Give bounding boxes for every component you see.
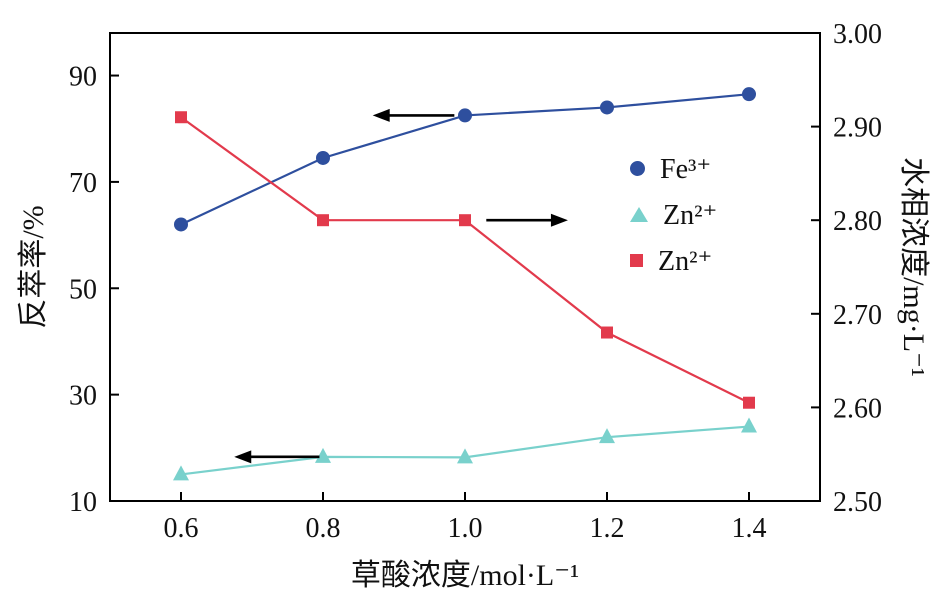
x-axis-title: 草酸浓度/mol·L⁻¹ (350, 559, 580, 592)
x-tick-label: 1.4 (732, 513, 767, 544)
data-point-triangle (599, 428, 615, 444)
left-y-axis-title: 反萃率/% (17, 205, 50, 329)
data-point-triangle (741, 417, 757, 433)
legend-item-zn2-right-axis: Zn²⁺ (630, 244, 717, 277)
y-left-tick-label: 90 (69, 62, 97, 93)
data-point-square (601, 326, 613, 339)
legend-item-fe3: Fe³⁺ (630, 152, 717, 185)
legend-label-fe3: Fe³⁺ (660, 153, 712, 185)
y-right-tick-label: 3.00 (833, 19, 882, 50)
right-y-axis-title: 水相浓度/mg·L⁻¹ (897, 157, 930, 377)
y-right-tick-label: 2.60 (833, 393, 882, 424)
data-point-square (743, 396, 755, 409)
data-point-circle (174, 217, 188, 232)
x-tick-label: 1.2 (590, 513, 625, 544)
legend-label-zn2-right: Zn²⁺ (658, 245, 713, 277)
axis-arrow-head-icon (550, 213, 568, 227)
square-marker-icon (630, 254, 643, 267)
data-point-triangle (457, 448, 473, 464)
x-tick-label: 0.6 (164, 513, 199, 544)
triangle-marker-icon (630, 207, 648, 222)
y-left-tick-label: 10 (69, 487, 97, 518)
data-point-circle (742, 87, 756, 102)
y-right-tick-label: 2.50 (833, 487, 882, 518)
data-point-square (317, 214, 329, 227)
data-point-square (459, 214, 471, 227)
axis-arrow-head-icon (234, 450, 252, 464)
circle-marker-icon (630, 161, 645, 176)
data-point-circle (316, 150, 330, 165)
y-left-tick-label: 70 (69, 168, 97, 199)
y-right-tick-label: 2.70 (833, 300, 882, 331)
axis-arrow-head-icon (372, 108, 390, 122)
data-point-square (175, 111, 187, 124)
legend-item-zn2-left-axis: Zn²⁺ (630, 198, 717, 231)
data-point-triangle (315, 447, 331, 463)
data-point-circle (600, 100, 614, 115)
legend: Fe³⁺ Zn²⁺ Zn²⁺ (630, 152, 717, 277)
y-left-tick-label: 30 (69, 381, 97, 412)
data-point-circle (458, 108, 472, 123)
y-right-tick-label: 2.90 (833, 113, 882, 144)
y-left-tick-label: 50 (69, 274, 97, 305)
x-tick-label: 0.8 (306, 513, 341, 544)
x-tick-label: 1.0 (448, 513, 483, 544)
y-right-tick-label: 2.80 (833, 206, 882, 237)
data-point-triangle (173, 465, 189, 481)
legend-label-zn2-left: Zn²⁺ (663, 199, 718, 231)
